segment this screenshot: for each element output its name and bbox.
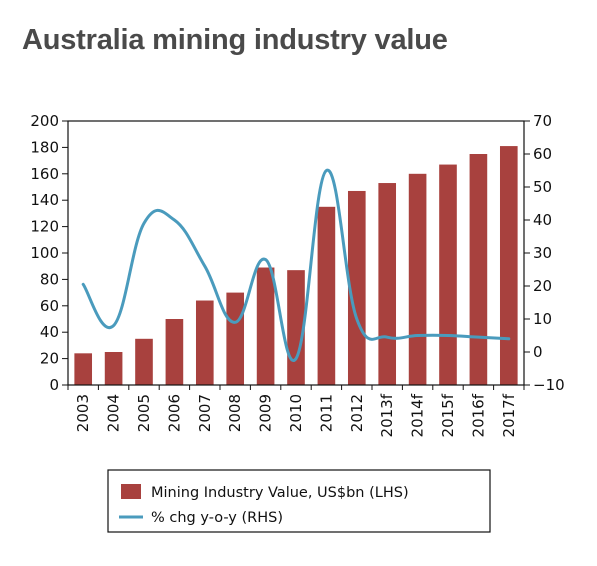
x-tick-label: 2010: [287, 394, 305, 432]
x-tick-label: 2015f: [439, 393, 457, 437]
bar-2010: [287, 270, 305, 385]
x-tick-label: 2011: [317, 394, 335, 432]
left-tick-label: 60: [40, 297, 59, 315]
right-tick-label: 0: [533, 343, 543, 361]
right-tick-label: 50: [533, 178, 552, 196]
bar-2011: [317, 206, 336, 385]
left-tick-label: 100: [30, 244, 59, 262]
bar-2006: [165, 319, 184, 385]
x-tick-label: 2008: [226, 394, 244, 432]
x-tick-label: 2009: [257, 394, 275, 432]
bar-2016f: [469, 154, 488, 385]
axes: 0 20 40 60 80 100 120 140 160 180 200 −10 0 10 20 30 40 5…: [30, 112, 564, 437]
left-tick-label: 160: [30, 165, 59, 183]
x-tick-label: 2012: [348, 394, 366, 432]
left-tick-label: 120: [30, 218, 59, 236]
x-tick-label: 2003: [74, 394, 92, 432]
left-tick-label: 40: [40, 323, 59, 341]
line-pct-change: [81, 168, 511, 363]
right-tick-label: 20: [533, 277, 552, 295]
bar-2014f: [408, 173, 427, 385]
legend-label-line: % chg y-o-y (RHS): [151, 510, 283, 526]
bar-2013f: [378, 183, 397, 385]
left-tick-label: 140: [30, 191, 59, 209]
x-tick-label: 2005: [135, 394, 153, 432]
right-tick-label: 30: [533, 244, 552, 262]
x-tick-label: 2017f: [500, 393, 518, 437]
bar-2003: [74, 353, 93, 385]
line-series: [81, 168, 511, 363]
x-tick-label: 2004: [105, 394, 123, 432]
legend-label-bar: Mining Industry Value, US$bn (LHS): [151, 485, 409, 501]
left-tick-label: 20: [40, 350, 59, 368]
right-tick-label: 70: [533, 112, 552, 130]
left-tick-label: 80: [40, 270, 59, 288]
bar-series: [74, 146, 518, 385]
x-tick-label: 2006: [165, 394, 183, 432]
chart-title: Australia mining industry value: [22, 24, 448, 56]
x-tick-label: 2013f: [378, 393, 396, 437]
bar-2005: [135, 338, 153, 385]
right-tick-label: −10: [533, 376, 565, 394]
bar-2009: [256, 267, 275, 385]
left-tick-label: 180: [30, 138, 59, 156]
bar-2015f: [439, 164, 457, 385]
left-tick-label: 200: [30, 112, 59, 130]
bar-2004: [104, 352, 123, 385]
bar-2007: [195, 300, 214, 385]
right-tick-label: 10: [533, 310, 552, 328]
bar-2012: [347, 190, 366, 385]
legend-swatch-bar: [121, 484, 141, 499]
x-tick-label: 2016f: [469, 393, 487, 437]
bar-2008: [226, 292, 245, 385]
x-tick-label: 2014f: [409, 393, 427, 437]
legend-box: [107, 469, 491, 533]
right-tick-label: 40: [533, 211, 552, 229]
x-tick-label: 2007: [196, 394, 214, 432]
left-tick-label: 0: [49, 376, 59, 394]
bar-2017f: [499, 146, 518, 385]
legend: Mining Industry Value, US$bn (LHS) % chg …: [107, 469, 491, 533]
right-tick-label: 60: [533, 145, 552, 163]
